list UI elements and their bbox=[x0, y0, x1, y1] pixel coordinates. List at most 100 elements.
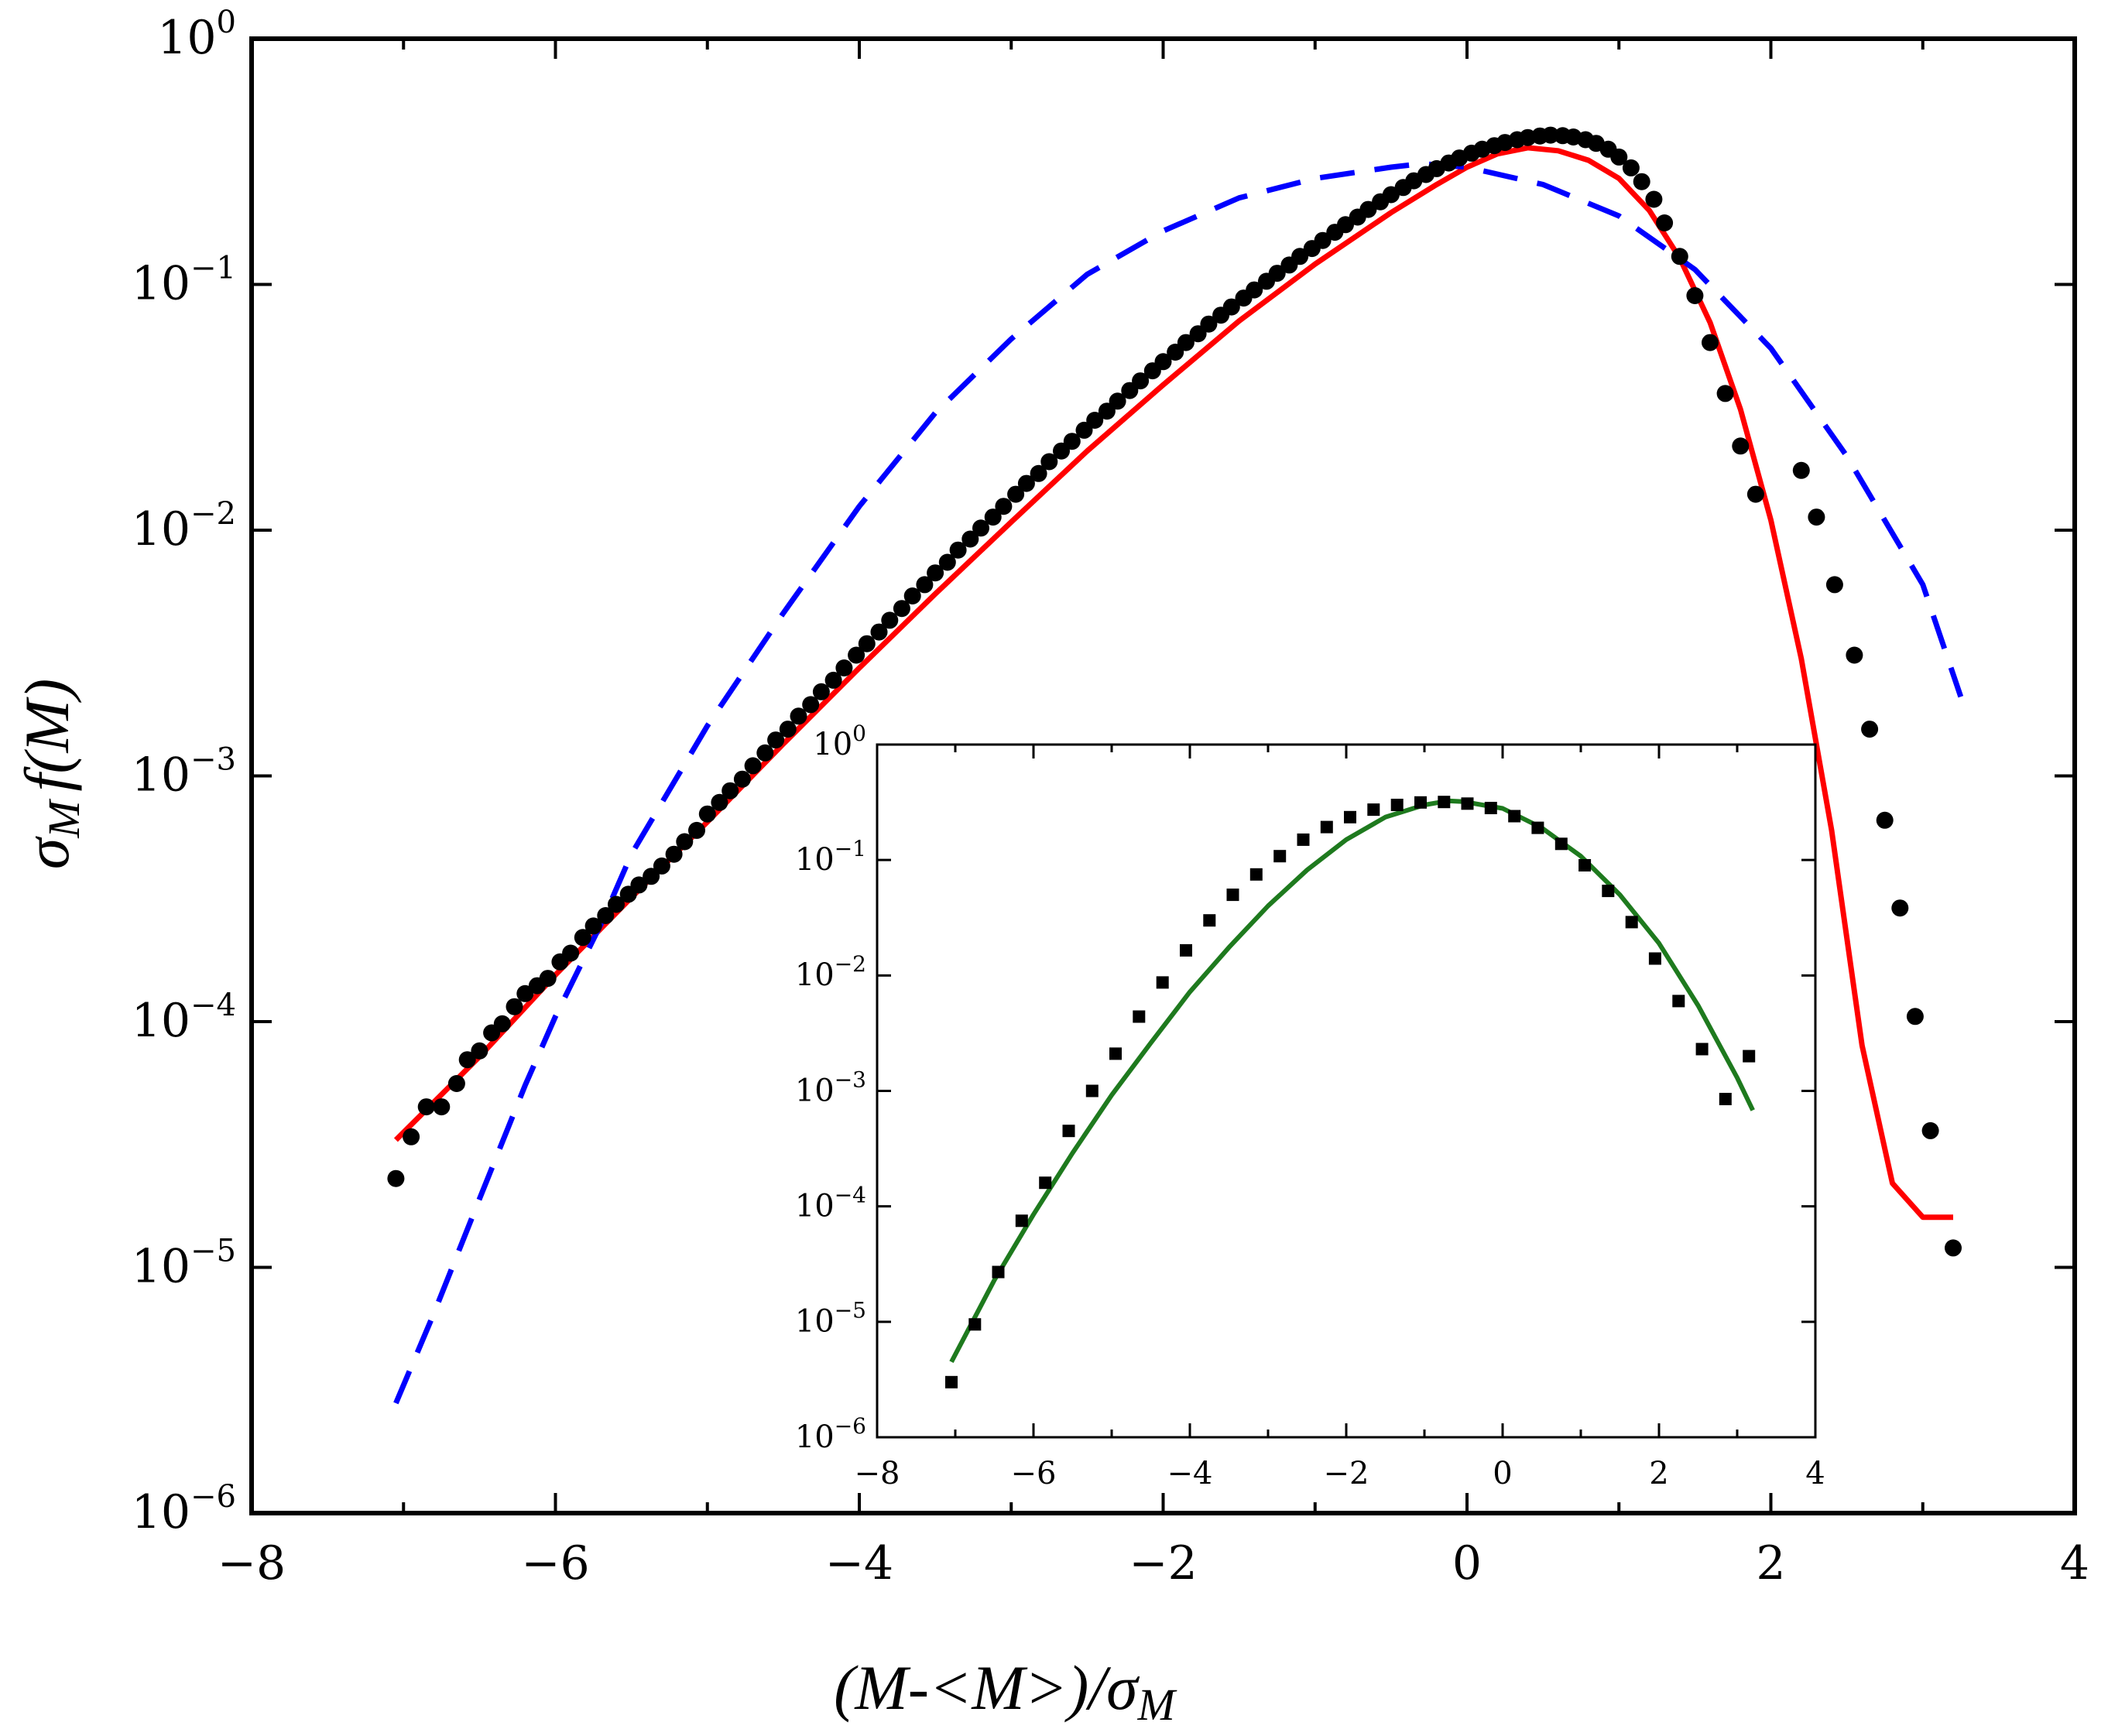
inset-data-point bbox=[1625, 916, 1638, 929]
inset-x-tick-label: −2 bbox=[1324, 1456, 1369, 1491]
main-y-tick-label: 10−1 bbox=[132, 251, 236, 311]
main-x-tick-label: 4 bbox=[2060, 1536, 2089, 1590]
main-data-point bbox=[1109, 392, 1126, 410]
main-data-point bbox=[1017, 474, 1035, 492]
inset-x-tick-label: 4 bbox=[1805, 1456, 1825, 1491]
main-data-point bbox=[1846, 646, 1863, 664]
main-ticks: −8 −6 −4 −2 0 2 4 10−6 10−5 10−4 10−3 10−2 10−1 100 bbox=[132, 5, 2089, 1590]
main-data-point bbox=[1702, 334, 1719, 351]
main-data-point bbox=[643, 868, 660, 885]
inset-data-point bbox=[1602, 885, 1615, 898]
inset-x-tick-label: −6 bbox=[1011, 1456, 1057, 1491]
main-data-point bbox=[608, 895, 625, 913]
inset-y-tick-label: 10−1 bbox=[795, 836, 866, 878]
main-data-point bbox=[938, 553, 956, 571]
main-data-point bbox=[756, 744, 774, 762]
inset-data-point bbox=[1672, 995, 1685, 1008]
main-data-point bbox=[1030, 464, 1047, 482]
main-data-point bbox=[972, 519, 989, 537]
inset-data-point bbox=[1226, 889, 1239, 902]
inset-y-tick-label: 10−5 bbox=[795, 1298, 866, 1340]
inset-data-point bbox=[1461, 797, 1474, 810]
main-data-point bbox=[1246, 281, 1263, 299]
main-data-point bbox=[417, 1098, 435, 1116]
inset-data-point bbox=[1039, 1176, 1052, 1190]
main-data-point bbox=[1314, 231, 1332, 249]
main-data-point bbox=[1876, 811, 1894, 829]
inset-y-tick-label: 10−3 bbox=[795, 1067, 866, 1108]
main-data-point bbox=[870, 623, 888, 641]
main-data-point bbox=[1132, 372, 1150, 390]
inset-data-point bbox=[1015, 1214, 1028, 1228]
main-data-point bbox=[1808, 508, 1825, 526]
main-data-point bbox=[584, 917, 602, 935]
inset-y-tick-label: 10−6 bbox=[795, 1413, 866, 1455]
main-y-tick-label: 10−6 bbox=[132, 1479, 236, 1539]
inset-data-point bbox=[1438, 796, 1451, 809]
main-data-point bbox=[1610, 148, 1628, 166]
main-data-point bbox=[812, 683, 830, 700]
main-data-point bbox=[961, 530, 979, 548]
main-data-point bbox=[1921, 1121, 1939, 1139]
main-data-point bbox=[949, 541, 967, 559]
inset-plot-area bbox=[877, 745, 1815, 1437]
inset-series-layer bbox=[945, 796, 1756, 1388]
inset-data-point bbox=[1367, 803, 1380, 817]
main-data-point bbox=[597, 907, 615, 924]
main-data-point bbox=[1656, 214, 1674, 231]
main-data-point bbox=[903, 587, 921, 604]
inset-data-point bbox=[1203, 914, 1216, 927]
main-data-point bbox=[574, 929, 591, 947]
main-data-point bbox=[1291, 248, 1309, 265]
inset-x-tick-label: −8 bbox=[855, 1456, 900, 1491]
main-data-point bbox=[688, 821, 705, 839]
inset-data-point bbox=[1320, 820, 1333, 834]
main-data-point bbox=[403, 1128, 420, 1145]
inset-data-point bbox=[1180, 943, 1192, 957]
main-x-tick-label: −4 bbox=[825, 1536, 893, 1590]
main-data-point bbox=[848, 646, 865, 664]
main-y-tick-label: 10−4 bbox=[132, 988, 236, 1048]
main-data-point bbox=[893, 600, 910, 618]
main-data-point bbox=[927, 564, 944, 582]
inset-series-line-solid bbox=[949, 798, 1755, 1363]
main-data-point bbox=[630, 876, 648, 894]
inset-data-point bbox=[1109, 1047, 1122, 1060]
inset-data-point bbox=[1508, 810, 1521, 823]
main-data-point bbox=[1671, 248, 1688, 265]
inset-data-point bbox=[992, 1265, 1005, 1279]
main-data-point bbox=[1645, 190, 1663, 208]
main-data-point bbox=[493, 1015, 511, 1032]
inset-data-point bbox=[1297, 833, 1310, 846]
main-data-point bbox=[447, 1075, 465, 1092]
main-data-point bbox=[1825, 576, 1843, 594]
x-axis-title: (M-<M>)/σM bbox=[834, 1652, 1177, 1730]
main-data-point bbox=[387, 1169, 405, 1187]
main-data-point bbox=[1945, 1239, 1962, 1257]
main-y-tick-label: 100 bbox=[157, 5, 236, 65]
main-y-tick-label: 10−2 bbox=[132, 496, 236, 556]
main-data-point bbox=[1686, 287, 1704, 304]
main-data-point bbox=[779, 721, 797, 738]
main-data-point bbox=[790, 707, 807, 725]
main-series-layer bbox=[387, 126, 1964, 1405]
main-data-point bbox=[653, 857, 670, 875]
main-data-point bbox=[665, 845, 683, 863]
main-data-point bbox=[539, 970, 557, 988]
main-y-tick-label: 10−3 bbox=[132, 742, 236, 803]
main-data-point bbox=[711, 793, 728, 811]
main-data-point bbox=[1716, 385, 1734, 402]
main-data-point bbox=[1337, 216, 1354, 234]
inset-data-point bbox=[1484, 802, 1497, 814]
main-data-point bbox=[1633, 173, 1650, 190]
main-x-tick-label: 2 bbox=[1756, 1536, 1785, 1590]
inset-data-point bbox=[1085, 1084, 1099, 1097]
main-data-point bbox=[562, 944, 580, 962]
main-data-point bbox=[1098, 402, 1116, 420]
main-data-point bbox=[1732, 437, 1750, 455]
inset-ticks: −8 −6 −4 −2 0 2 4 10−6 10−5 10−4 10−3 10−2 10−1 100 bbox=[795, 721, 1825, 1491]
inset-data-point bbox=[1578, 859, 1592, 871]
main-data-point bbox=[744, 757, 762, 775]
inset-data-point bbox=[968, 1318, 982, 1331]
main-data-point bbox=[858, 635, 876, 652]
